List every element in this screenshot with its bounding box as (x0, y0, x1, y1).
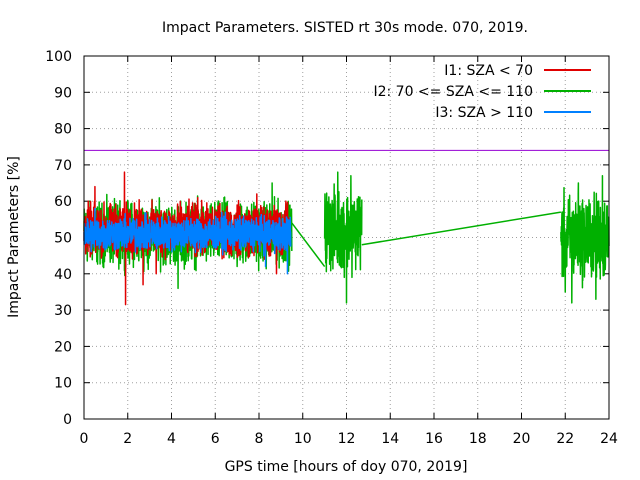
y-tick-label: 70 (54, 158, 72, 174)
y-tick-label: 20 (54, 339, 72, 355)
y-axis-label: Impact Parameters [%] (6, 156, 22, 318)
y-tick-label: 50 (54, 231, 72, 247)
series-3 (83, 207, 292, 275)
grid (84, 56, 609, 419)
y-tick-label: 40 (54, 267, 72, 283)
series-3-line (83, 207, 292, 275)
x-tick-label: 6 (211, 431, 220, 447)
axis-ticks: 0 2 4 6 8 10 12 14 16 18 20 22 240102030405060708090… (45, 49, 618, 447)
series-2-line (560, 175, 610, 304)
series-2-line (291, 222, 326, 267)
series-2-line (361, 211, 562, 246)
legend: I1: SZA < 70 I2: 70 <= SZA <= 110 I3: SZA … (373, 63, 591, 121)
x-tick-label: 8 (255, 431, 264, 447)
x-tick-label: 24 (600, 431, 618, 447)
x-tick-label: 0 (80, 431, 89, 447)
chart-title: Impact Parameters. SISTED rt 30s mode. 0… (162, 20, 528, 36)
x-tick-label: 18 (469, 431, 487, 447)
plot-frame (83, 55, 610, 420)
legend-label: I2: 70 <= SZA <= 110 (373, 84, 533, 100)
x-tick-label: 2 (123, 431, 132, 447)
x-tick-label: 14 (381, 431, 399, 447)
y-tick-label: 80 (54, 122, 72, 138)
plot-area (83, 171, 610, 306)
x-tick-label: 22 (556, 431, 574, 447)
y-tick-label: 10 (54, 376, 72, 392)
y-tick-label: 30 (54, 303, 72, 319)
legend-label: I1: SZA < 70 (444, 63, 533, 79)
legend-label: I3: SZA > 110 (435, 105, 533, 121)
series-2-line (323, 171, 363, 304)
x-tick-label: 12 (338, 431, 356, 447)
x-tick-label: 4 (167, 431, 176, 447)
y-tick-label: 90 (54, 85, 72, 101)
y-tick-label: 60 (54, 194, 72, 210)
x-tick-label: 20 (513, 431, 531, 447)
y-tick-label: 0 (63, 412, 72, 428)
y-tick-label: 100 (45, 49, 72, 65)
x-tick-label: 10 (294, 431, 312, 447)
x-axis-label: GPS time [hours of doy 070, 2019] (225, 459, 468, 475)
x-tick-label: 16 (425, 431, 443, 447)
